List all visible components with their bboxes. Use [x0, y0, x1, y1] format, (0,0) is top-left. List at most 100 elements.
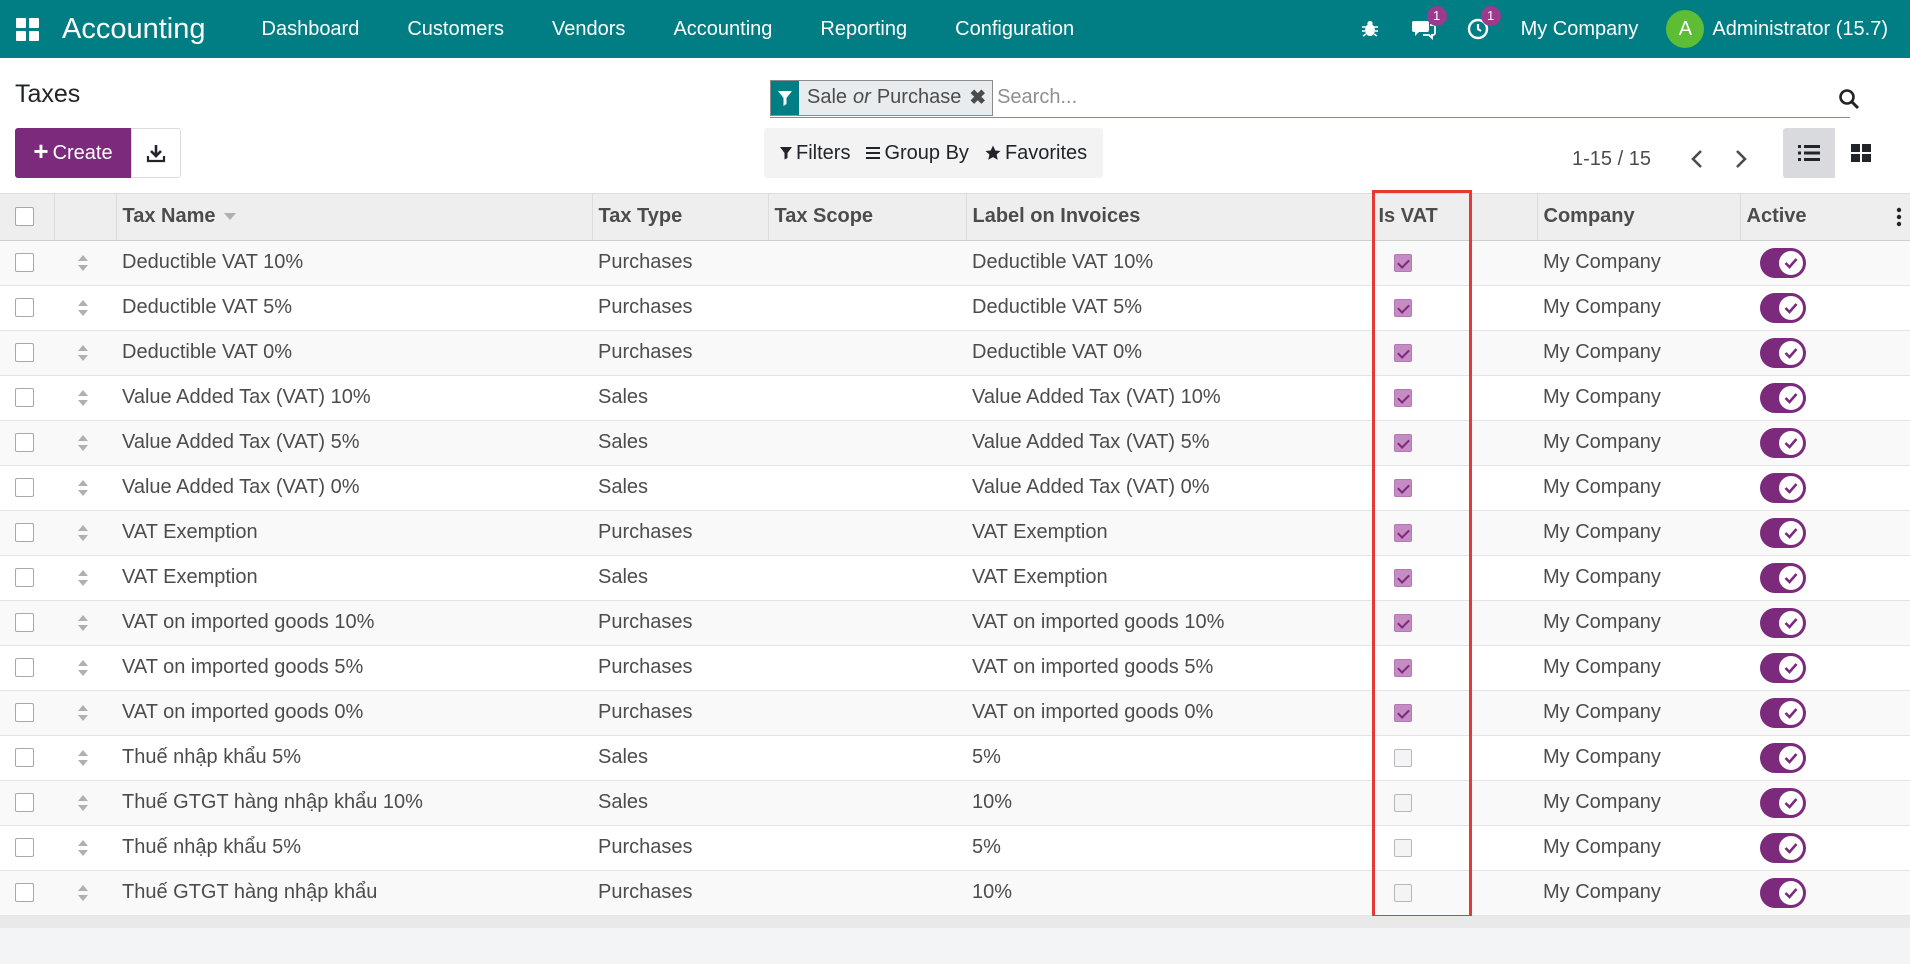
row-checkbox[interactable] [15, 253, 34, 273]
active-toggle[interactable] [1760, 652, 1806, 683]
table-row[interactable]: Deductible VAT 10% Purchases Deductible VA… [0, 240, 1910, 286]
drag-handle-icon[interactable] [73, 614, 93, 632]
row-checkbox[interactable] [15, 838, 34, 858]
drag-handle-icon[interactable] [73, 524, 93, 542]
export-download-button[interactable] [131, 128, 181, 178]
user-menu[interactable]: A Administrator (15.7) [1666, 10, 1910, 48]
search-input[interactable] [997, 79, 1850, 116]
favorites-dropdown[interactable]: Favorites [977, 128, 1095, 178]
row-checkbox[interactable] [15, 613, 34, 633]
active-toggle[interactable] [1760, 877, 1806, 908]
menu-dashboard[interactable]: Dashboard [261, 17, 360, 40]
kanban-view-icon[interactable] [1835, 128, 1887, 178]
drag-handle-icon[interactable] [73, 569, 93, 587]
drag-handle-icon[interactable] [73, 749, 93, 767]
cell-label-on-invoices: 5% [966, 735, 1372, 781]
drag-handle-icon[interactable] [73, 434, 93, 452]
row-checkbox[interactable] [15, 523, 34, 543]
row-checkbox[interactable] [15, 298, 34, 318]
activities-clock-icon[interactable]: 1 [1451, 0, 1505, 58]
active-toggle[interactable] [1760, 247, 1806, 278]
filters-dropdown[interactable]: Filters [772, 128, 858, 178]
menu-configuration[interactable]: Configuration [955, 17, 1075, 40]
company-switcher[interactable]: My Company [1520, 17, 1639, 40]
active-toggle[interactable] [1760, 787, 1806, 818]
drag-handle-icon[interactable] [73, 299, 93, 317]
drag-handle-icon[interactable] [73, 344, 93, 362]
active-toggle[interactable] [1760, 427, 1806, 458]
row-checkbox[interactable] [15, 388, 34, 408]
menu-vendors[interactable]: Vendors [552, 17, 626, 40]
table-row[interactable]: VAT on imported goods 0% Purchases VAT on … [0, 690, 1910, 736]
drag-handle-icon[interactable] [73, 254, 93, 272]
active-toggle[interactable] [1760, 832, 1806, 863]
row-checkbox[interactable] [15, 478, 34, 498]
table-row[interactable]: VAT Exemption Purchases VAT Exemption My Co… [0, 510, 1910, 556]
create-button[interactable]: + Create [15, 128, 131, 178]
debug-bug-icon[interactable] [1343, 0, 1397, 58]
drag-handle-icon[interactable] [73, 839, 93, 857]
facet-remove-icon[interactable]: ✖ [969, 87, 987, 109]
table-row[interactable]: Thuế GTGT hàng nhập khẩu Purchases 10% My C… [0, 870, 1910, 916]
table-row[interactable]: Value Added Tax (VAT) 0% Sales Value Added… [0, 465, 1910, 511]
column-header-tax-name[interactable]: Tax Name [116, 194, 593, 241]
column-header-is-vat[interactable]: Is VAT [1372, 194, 1538, 241]
cell-active [1740, 285, 1910, 331]
drag-handle-icon[interactable] [73, 704, 93, 722]
app-menu-icon[interactable] [0, 0, 54, 58]
row-checkbox[interactable] [15, 433, 34, 453]
optional-columns-icon[interactable] [1896, 207, 1902, 227]
drag-handle-icon[interactable] [73, 659, 93, 677]
table-row[interactable]: Value Added Tax (VAT) 10% Sales Value Adde… [0, 375, 1910, 421]
table-row[interactable]: Deductible VAT 0% Purchases Deductible VAT… [0, 330, 1910, 376]
menu-customers[interactable]: Customers [407, 17, 505, 40]
cell-tax-name: Value Added Tax (VAT) 5% [116, 420, 592, 466]
column-header-company[interactable]: Company [1537, 194, 1741, 241]
menu-accounting[interactable]: Accounting [673, 17, 773, 40]
column-header-tax-type[interactable]: Tax Type [592, 194, 769, 241]
app-name[interactable]: Accounting [62, 12, 206, 45]
select-all-checkbox[interactable] [15, 207, 34, 227]
table-row[interactable]: Thuế GTGT hàng nhập khẩu 10% Sales 10% My C… [0, 780, 1910, 826]
drag-handle-icon[interactable] [73, 389, 93, 407]
table-row[interactable]: VAT on imported goods 10% Purchases VAT on… [0, 600, 1910, 646]
row-checkbox[interactable] [15, 568, 34, 588]
list-view-icon[interactable] [1783, 128, 1835, 178]
row-checkbox[interactable] [15, 748, 34, 768]
row-checkbox[interactable] [15, 343, 34, 363]
row-checkbox[interactable] [15, 793, 34, 813]
row-checkbox[interactable] [15, 703, 34, 723]
row-checkbox[interactable] [15, 658, 34, 678]
active-toggle[interactable] [1760, 472, 1806, 503]
column-header-label-on-invoices[interactable]: Label on Invoices [966, 194, 1373, 241]
table-row[interactable]: VAT on imported goods 5% Purchases VAT on … [0, 645, 1910, 691]
active-toggle[interactable] [1760, 292, 1806, 323]
pager-next-icon[interactable] [1719, 144, 1763, 174]
active-toggle[interactable] [1760, 517, 1806, 548]
active-toggle[interactable] [1760, 337, 1806, 368]
column-header-active[interactable]: Active [1740, 194, 1910, 241]
active-toggle[interactable] [1760, 382, 1806, 413]
active-toggle[interactable] [1760, 562, 1806, 593]
table-row[interactable]: Thuế nhập khẩu 5% Purchases 5% My Company [0, 825, 1910, 871]
drag-handle-icon[interactable] [73, 794, 93, 812]
table-row[interactable]: Value Added Tax (VAT) 5% Sales Value Added… [0, 420, 1910, 466]
row-checkbox[interactable] [15, 883, 34, 903]
drag-handle-icon[interactable] [73, 479, 93, 497]
column-header-tax-scope[interactable]: Tax Scope [768, 194, 967, 241]
pager-previous-icon[interactable] [1675, 144, 1719, 174]
table-row[interactable]: VAT Exemption Sales VAT Exemption My Compan… [0, 555, 1910, 601]
drag-handle-icon[interactable] [73, 884, 93, 902]
pager-value[interactable]: 1-15 / 15 [1572, 147, 1651, 170]
table-row[interactable]: Thuế nhập khẩu 5% Sales 5% My Company [0, 735, 1910, 781]
active-toggle[interactable] [1760, 607, 1806, 638]
table-row[interactable]: Deductible VAT 5% Purchases Deductible VAT… [0, 285, 1910, 331]
search-icon[interactable] [1834, 84, 1864, 114]
menu-reporting[interactable]: Reporting [820, 17, 908, 40]
messages-icon[interactable]: 1 [1397, 0, 1451, 58]
group-by-dropdown[interactable]: Group By [858, 128, 976, 178]
cell-active [1740, 555, 1910, 601]
page-title[interactable]: Taxes [15, 80, 81, 108]
active-toggle[interactable] [1760, 697, 1806, 728]
active-toggle[interactable] [1760, 742, 1806, 773]
